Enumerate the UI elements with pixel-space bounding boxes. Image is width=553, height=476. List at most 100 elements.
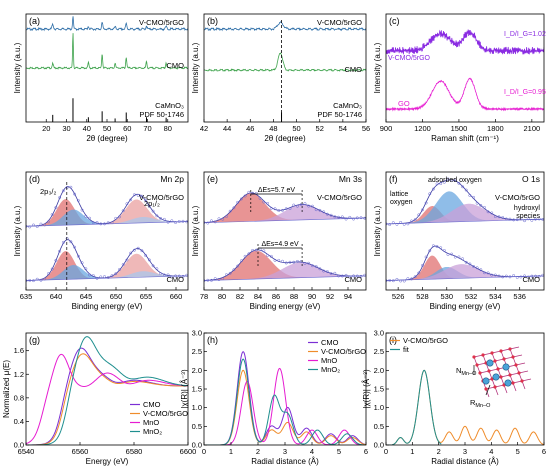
- x-tick-label: 6580: [126, 447, 143, 456]
- data-point: [228, 209, 232, 213]
- fit-component: [26, 271, 188, 281]
- data-point: [435, 182, 439, 186]
- data-point: [213, 220, 217, 224]
- panel-label: (b): [207, 16, 218, 26]
- mn-atom: [492, 373, 500, 381]
- data-point: [424, 255, 428, 259]
- data-point: [292, 203, 296, 207]
- series-label-cmo: CMO: [167, 61, 185, 70]
- data-point: [530, 218, 534, 222]
- data-point: [325, 212, 329, 216]
- oxygen-atom: [514, 363, 518, 367]
- oxygen-atom: [484, 387, 488, 391]
- panel-h: 0 1 2 3 4 5 6 0.0 0.5 1.0 1.5 2.0 2.5 3.0 Radial dista…: [180, 329, 368, 467]
- x-tick-label: 90: [308, 292, 316, 301]
- data-point: [410, 277, 413, 281]
- data-point: [110, 274, 114, 278]
- data-point: [118, 268, 121, 271]
- data-point: [464, 260, 468, 264]
- data-point: [450, 252, 454, 256]
- data-point: [266, 253, 270, 257]
- peak-label-2p12: 2p₁/₂: [144, 199, 160, 208]
- data-point: [132, 248, 136, 252]
- panel-label: (e): [207, 174, 218, 184]
- data-point: [468, 262, 472, 266]
- data-point: [206, 221, 210, 225]
- x-tick-label: 6540: [18, 447, 35, 456]
- series-line-V-CMO/5rGO: [204, 369, 366, 445]
- data-point: [442, 180, 446, 184]
- data-point: [322, 269, 326, 273]
- y-tick-label: 0.5: [374, 422, 384, 431]
- oxygen-atom: [499, 349, 503, 353]
- data-point: [147, 204, 151, 208]
- inset-label-r: RMn–O: [470, 398, 491, 409]
- data-point: [73, 245, 77, 249]
- data-point: [523, 274, 527, 278]
- data-point: [461, 257, 465, 261]
- fit-component: [204, 204, 366, 223]
- data-point: [114, 216, 118, 220]
- panel-g: 6540 6560 6580 6600 0.0 0.4 0.8 1.2 1.6 Energy (e…: [2, 332, 197, 466]
- inset-subscript: Mn–O: [475, 403, 491, 409]
- data-point: [58, 196, 62, 199]
- legend-label: MnO: [143, 418, 159, 427]
- x-tick-label: 6600: [180, 447, 197, 456]
- data-point: [228, 271, 232, 275]
- data-point: [472, 195, 475, 199]
- y-tick-label: 2.0: [374, 366, 384, 375]
- y-tick-label: 0.8: [14, 393, 24, 402]
- x-tick-label: 80: [164, 124, 172, 133]
- oxygen-atom: [508, 347, 512, 351]
- data-point: [125, 202, 129, 206]
- annotation-lattice-2: oxygen: [390, 199, 413, 206]
- y-axis-label: Intensity (a.u.): [13, 205, 22, 256]
- x-tick-label: 94: [344, 292, 352, 301]
- oxygen-atom: [502, 357, 506, 361]
- data-point: [288, 207, 292, 211]
- legend-label: V-CMO/5rGO: [143, 409, 188, 418]
- x-tick-label: 5: [337, 447, 341, 456]
- annotation-hydroxyl-2: species: [516, 213, 540, 220]
- series-line-MnO₂: [26, 336, 188, 445]
- x-tick-label: 645: [80, 292, 93, 301]
- plot-area: [386, 29, 544, 112]
- x-tick-label: 536: [513, 292, 526, 301]
- data-point: [136, 194, 140, 197]
- series-line-MnO: [204, 367, 366, 445]
- data-point: [273, 207, 277, 211]
- y-axis-label: |χ(R)| (Å⁻³): [180, 369, 189, 409]
- data-point: [243, 254, 247, 258]
- data-point: [170, 275, 174, 279]
- x-tick-label: 4: [310, 447, 314, 456]
- data-point: [147, 258, 151, 262]
- data-point: [446, 253, 450, 256]
- data-point: [73, 192, 77, 196]
- y-tick-label: 3.0: [374, 329, 384, 338]
- x-tick-label: 1: [229, 447, 233, 456]
- data-point: [428, 249, 432, 253]
- x-tick-label: 78: [200, 292, 208, 301]
- x-axis-label: Raman shift (cm⁻¹): [431, 134, 499, 143]
- x-tick-label: 60: [123, 124, 131, 133]
- axes-frame: [203, 171, 367, 291]
- x-tick-label: 70: [143, 124, 151, 133]
- x-tick-label: 2: [437, 447, 441, 456]
- data-point: [303, 261, 307, 265]
- data-point: [144, 254, 148, 257]
- data-point: [54, 258, 58, 262]
- baseline: [386, 275, 544, 281]
- data-point: [88, 273, 92, 277]
- data-point: [307, 261, 311, 265]
- data-point: [224, 273, 228, 277]
- data-point: [486, 210, 490, 214]
- mn-atom: [486, 359, 494, 367]
- data-point: [299, 203, 303, 206]
- data-point: [258, 196, 262, 200]
- data-point: [468, 194, 472, 197]
- x-tick-label: 530: [441, 292, 454, 301]
- plot-area: [386, 177, 544, 283]
- data-point: [310, 204, 314, 208]
- reference-card-label: PDF 50-1746: [317, 110, 362, 119]
- x-tick-label: 56: [362, 124, 370, 133]
